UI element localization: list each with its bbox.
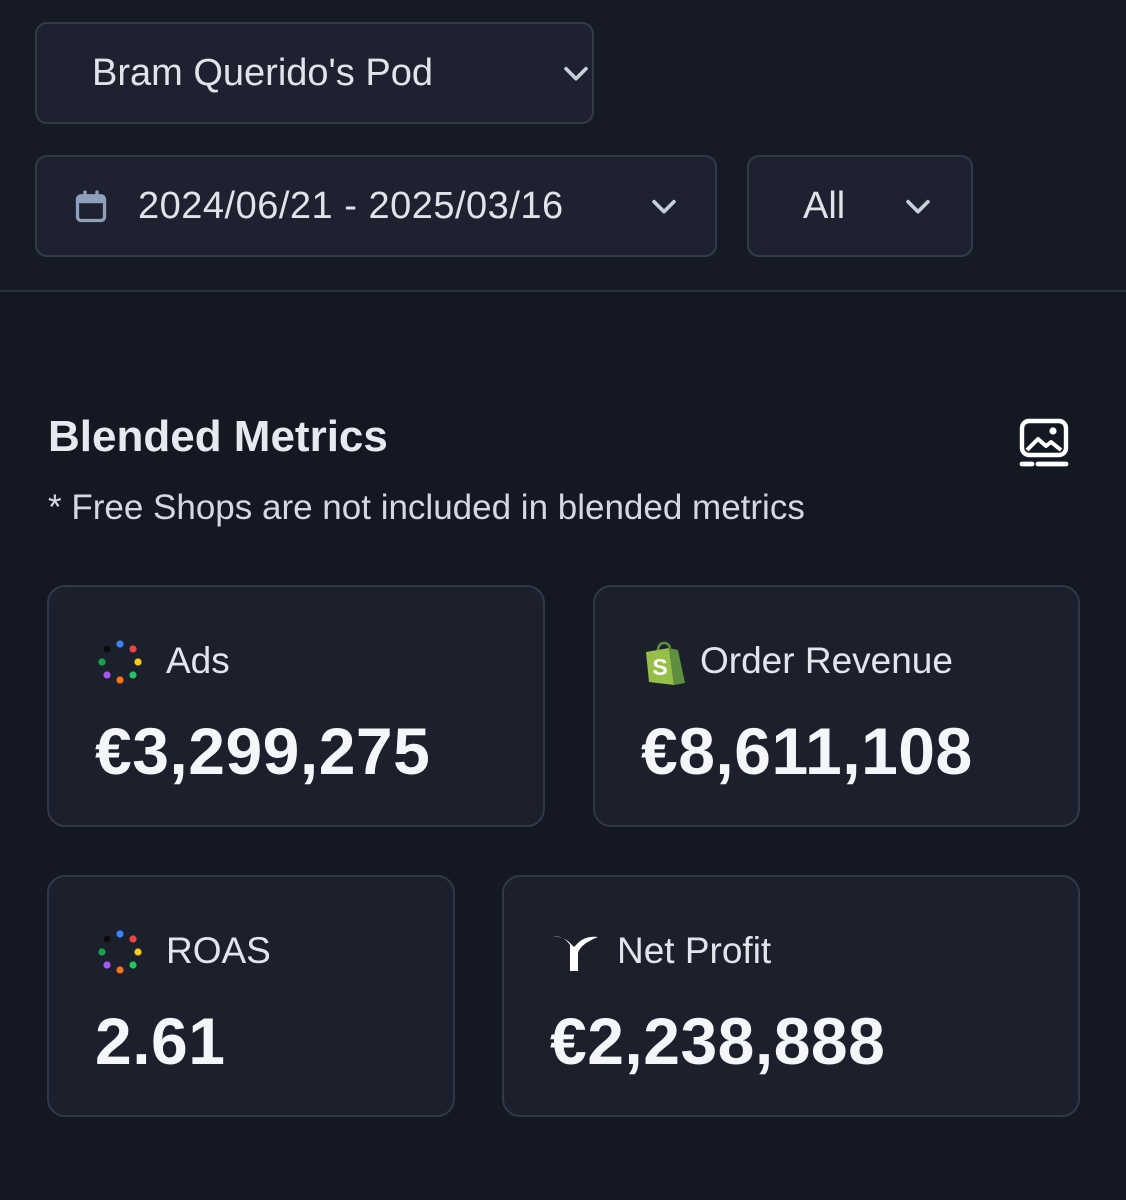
metric-label: ROAS	[166, 930, 271, 971]
chevron-down-icon	[652, 199, 676, 214]
date-range-select[interactable]: 2024/06/21 - 2025/03/16	[35, 155, 717, 257]
metric-value: €8,611,108	[641, 714, 973, 788]
section-title: Blended Metrics	[48, 412, 388, 461]
shopify-bag-icon: S	[646, 641, 685, 685]
svg-text:S: S	[652, 654, 667, 680]
metric-value: €2,238,888	[550, 1004, 886, 1078]
metric-card-order-revenue[interactable]: S Order Revenue €8,611,108	[593, 585, 1080, 827]
pod-select-value: Bram Querido's Pod	[92, 51, 433, 94]
header-divider	[0, 290, 1126, 292]
date-range-value: 2024/06/21 - 2025/03/16	[138, 184, 564, 227]
chevron-down-icon	[906, 199, 930, 214]
metric-card-ads[interactable]: Ads €3,299,275	[47, 585, 545, 827]
calendar-icon	[75, 190, 107, 223]
metric-label: Order Revenue	[700, 640, 953, 681]
pod-select[interactable]: Bram Querido's Pod	[35, 22, 594, 124]
chevron-down-icon	[564, 66, 588, 81]
store-filter-select[interactable]: All	[747, 155, 973, 257]
image-export-icon[interactable]	[1018, 418, 1070, 470]
metric-card-net-profit[interactable]: Net Profit €2,238,888	[502, 875, 1080, 1117]
ads-dots-icon	[98, 930, 142, 974]
metric-label: Net Profit	[617, 930, 772, 971]
store-filter-value: All	[803, 184, 846, 227]
metric-value: 2.61	[95, 1004, 226, 1078]
metric-label: Ads	[166, 640, 230, 681]
blended-metrics-note: * Free Shops are not included in blended…	[48, 488, 805, 527]
metric-value: €3,299,275	[95, 714, 431, 788]
triple-whale-icon	[552, 936, 598, 971]
metric-card-roas[interactable]: ROAS 2.61	[47, 875, 455, 1117]
ads-dots-icon	[98, 640, 142, 684]
